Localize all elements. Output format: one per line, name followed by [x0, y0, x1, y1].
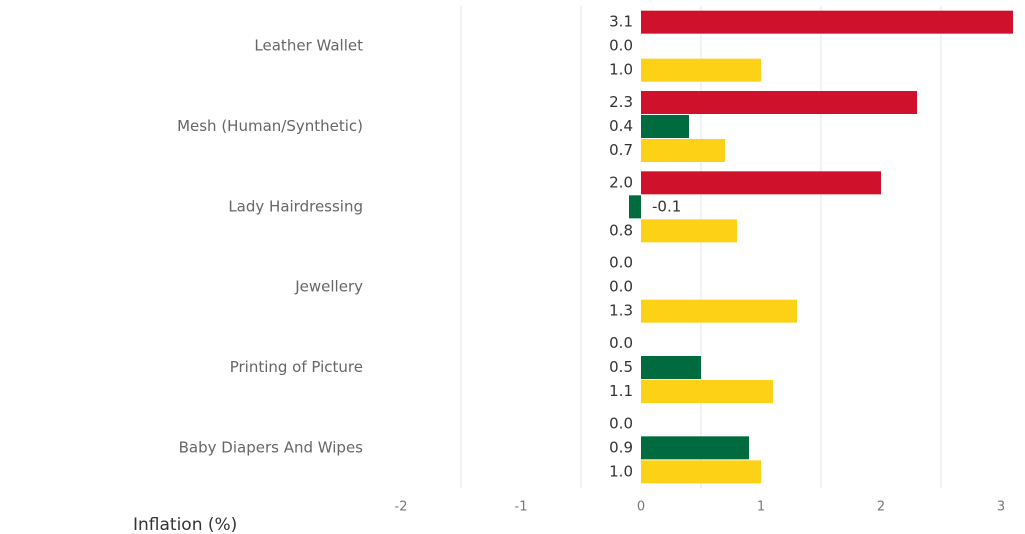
bar [641, 58, 761, 82]
x-tick-label: 1 [757, 500, 765, 515]
bar [641, 10, 1013, 34]
data-label: 3.1 [609, 13, 633, 31]
bar [641, 436, 749, 460]
data-label: 0.0 [609, 414, 633, 432]
x-tick-label: 0 [637, 500, 645, 515]
category-label: Jewellery [294, 278, 363, 296]
data-label: 0.7 [609, 141, 633, 159]
bar [641, 380, 773, 403]
x-axis-title: Inflation (%) [133, 515, 237, 534]
bar [629, 195, 641, 219]
data-label: 0.0 [609, 334, 633, 352]
data-label: 0.4 [609, 117, 633, 135]
bar [641, 356, 701, 379]
data-label: 0.0 [609, 254, 633, 272]
x-tick-label: 3 [997, 500, 1005, 515]
data-label: 2.0 [609, 173, 633, 191]
category-label: Mesh (Human/Synthetic) [177, 117, 363, 135]
data-label: -0.1 [652, 197, 681, 215]
bar [641, 299, 797, 323]
data-label: 2.3 [609, 93, 633, 111]
bar [641, 460, 761, 484]
category-label: Printing of Picture [230, 358, 363, 376]
category-label: Baby Diapers And Wipes [179, 438, 364, 456]
category-label: Lady Hairdressing [228, 197, 363, 215]
data-label: 0.8 [609, 221, 633, 239]
bar [641, 91, 917, 114]
data-label: 1.3 [609, 302, 633, 320]
x-tick-label: -2 [395, 500, 408, 515]
bar [641, 171, 881, 195]
data-label: 1.0 [609, 61, 633, 79]
x-tick-label: 2 [877, 500, 885, 515]
data-label: 1.0 [609, 462, 633, 480]
bar [641, 219, 737, 243]
data-label: 0.0 [609, 37, 633, 55]
data-label: 0.5 [609, 358, 633, 376]
category-label: Leather Wallet [254, 37, 363, 55]
data-label: 0.0 [609, 278, 633, 296]
x-tick-label: -1 [515, 500, 528, 515]
bar [641, 115, 689, 138]
data-label: 1.1 [609, 382, 633, 400]
data-label: 0.9 [609, 438, 633, 456]
bar [641, 139, 725, 162]
